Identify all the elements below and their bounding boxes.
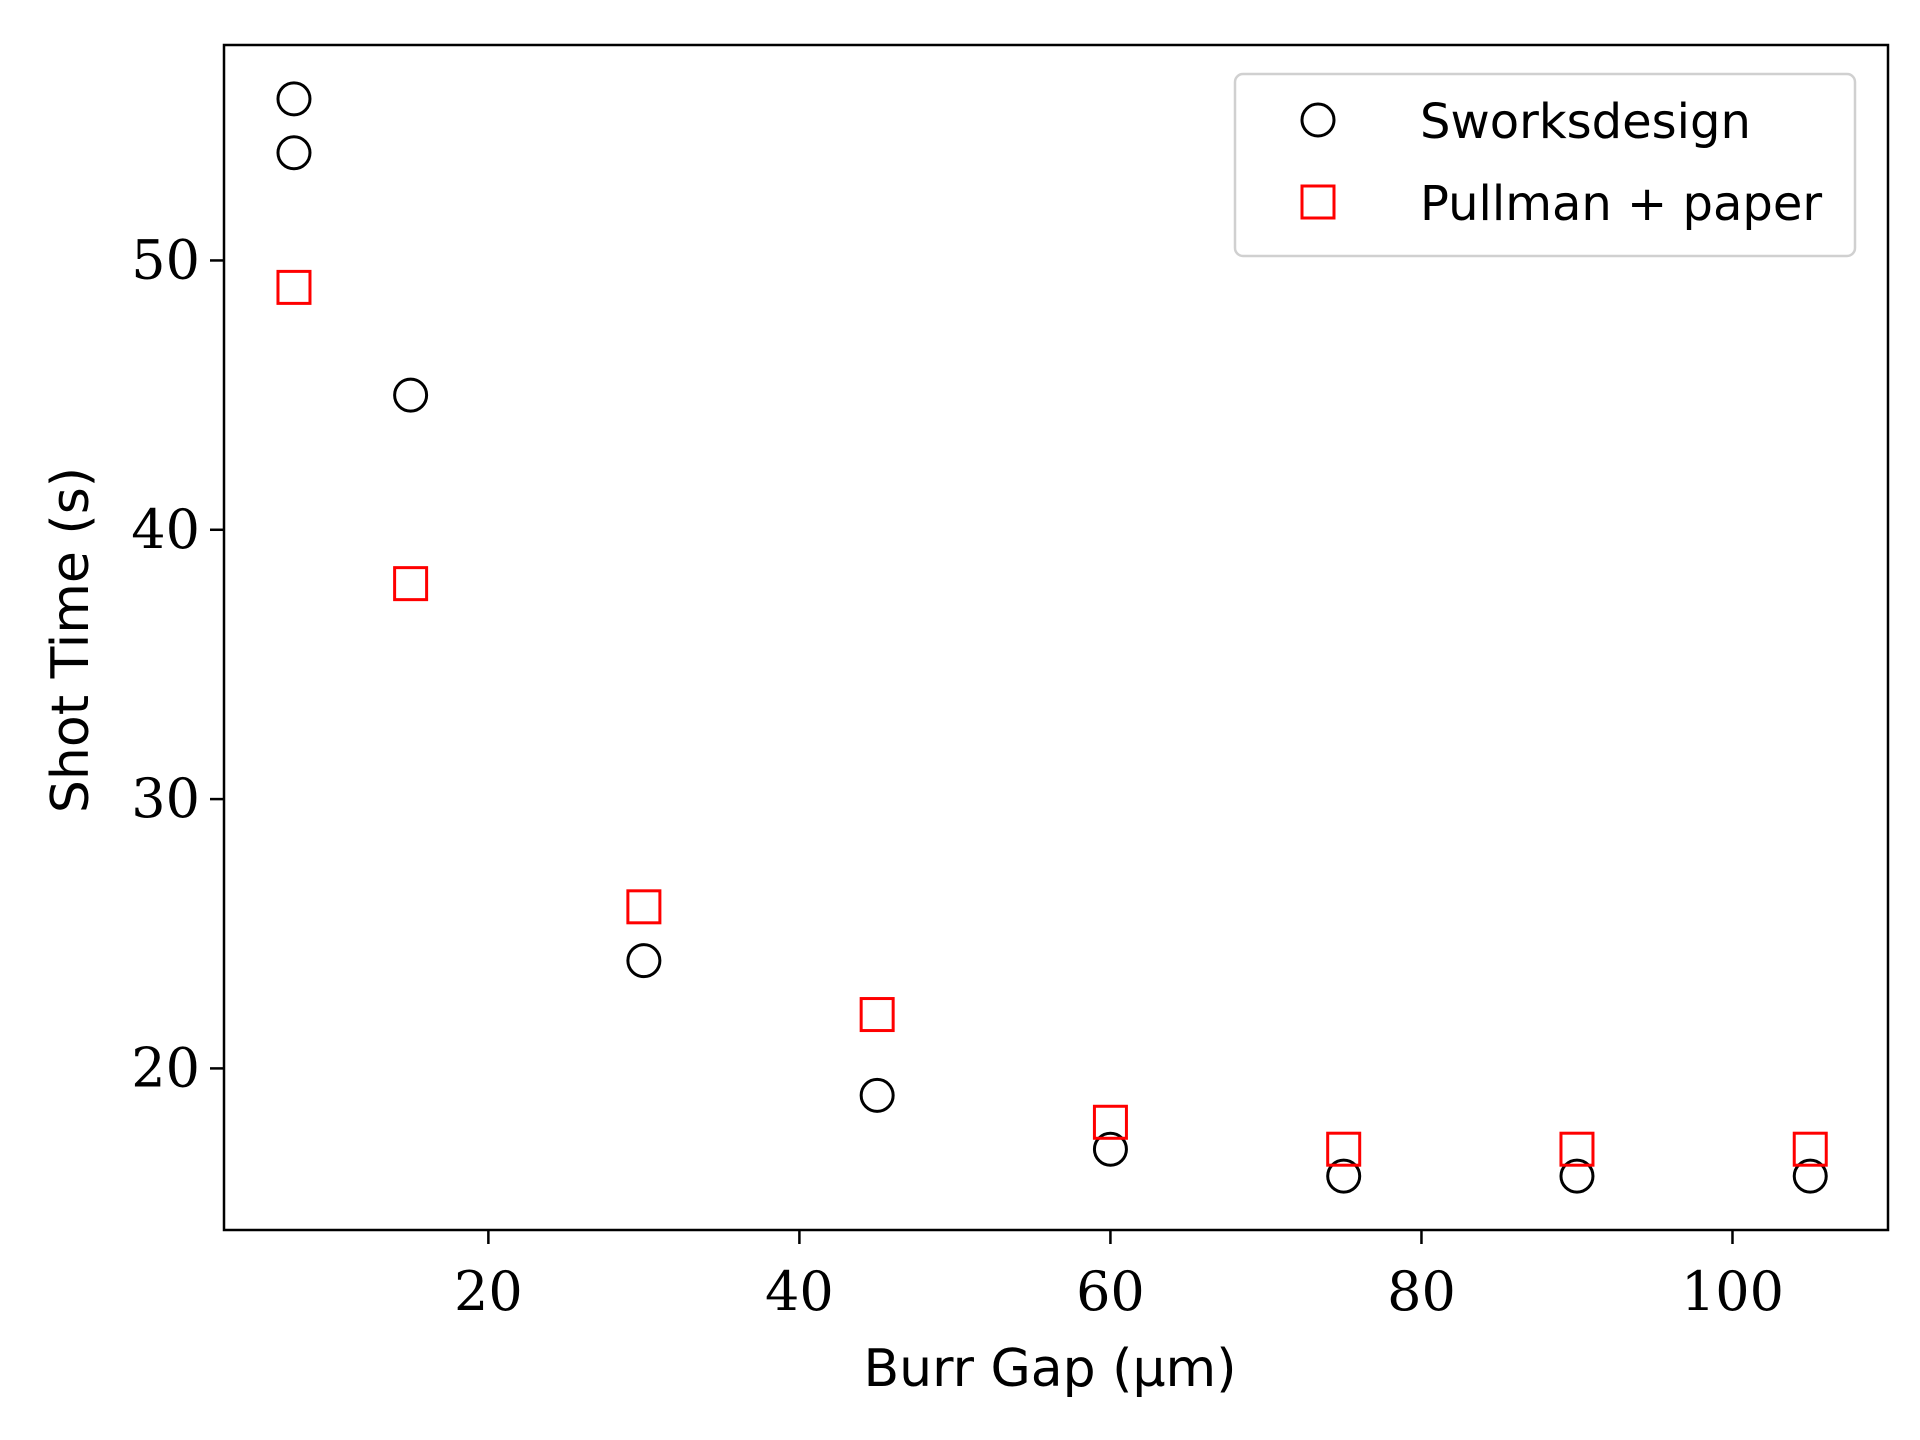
point-series-0 bbox=[859, 1077, 895, 1113]
y-tick-label: 30 bbox=[131, 767, 200, 830]
point-series-1 bbox=[1559, 1131, 1595, 1167]
x-axis: 20 40 60 80 100 bbox=[454, 1230, 1784, 1323]
point-series-0 bbox=[1092, 1131, 1128, 1167]
y-tick-label: 20 bbox=[131, 1036, 200, 1099]
x-tick-label: 100 bbox=[1681, 1260, 1784, 1323]
point-series-1 bbox=[1792, 1131, 1828, 1167]
y-axis-label: Shot Time (s) bbox=[41, 467, 101, 813]
legend-frame bbox=[1233, 72, 1857, 258]
point-series-0 bbox=[1559, 1158, 1595, 1194]
x-tick-label: 80 bbox=[1387, 1260, 1456, 1323]
point-series-0 bbox=[1326, 1158, 1362, 1194]
point-series-0 bbox=[1792, 1158, 1828, 1194]
x-tick-label: 60 bbox=[1076, 1260, 1145, 1323]
legend-marker-pullman-paper bbox=[1300, 184, 1336, 220]
legend-label-pullman-paper: Pullman + paper bbox=[1420, 176, 1822, 232]
point-series-1 bbox=[859, 997, 895, 1033]
point-series-0 bbox=[276, 81, 312, 117]
point-series-1 bbox=[276, 269, 312, 305]
x-tick-label: 20 bbox=[454, 1260, 523, 1323]
legend-marker-sworksdesign bbox=[1300, 102, 1336, 138]
point-series-0 bbox=[393, 377, 429, 413]
legend-label-sworksdesign: Sworksdesign bbox=[1420, 94, 1751, 150]
point-series-1 bbox=[1092, 1104, 1128, 1140]
point-series-1 bbox=[1326, 1131, 1362, 1167]
point-series-0 bbox=[626, 943, 662, 979]
point-series-1 bbox=[393, 566, 429, 602]
y-tick-label: 50 bbox=[131, 228, 200, 291]
x-tick-label: 40 bbox=[765, 1260, 834, 1323]
x-axis-label: Burr Gap (μm) bbox=[863, 1339, 1236, 1399]
y-axis: 20 30 40 50 bbox=[131, 228, 224, 1099]
legend: Sworksdesign Pullman + paper bbox=[1233, 72, 1857, 258]
point-series-0 bbox=[276, 135, 312, 171]
point-series-1 bbox=[626, 889, 662, 925]
data-points bbox=[276, 81, 1828, 1194]
y-tick-label: 40 bbox=[131, 498, 200, 561]
